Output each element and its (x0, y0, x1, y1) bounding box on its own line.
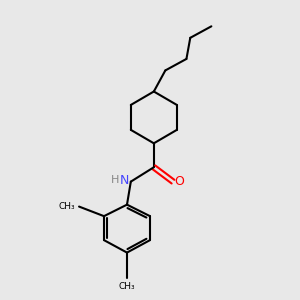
Text: N: N (119, 174, 129, 187)
Text: CH₃: CH₃ (119, 282, 135, 291)
Text: H: H (111, 175, 119, 185)
Text: CH₃: CH₃ (58, 202, 75, 211)
Text: O: O (174, 175, 184, 188)
